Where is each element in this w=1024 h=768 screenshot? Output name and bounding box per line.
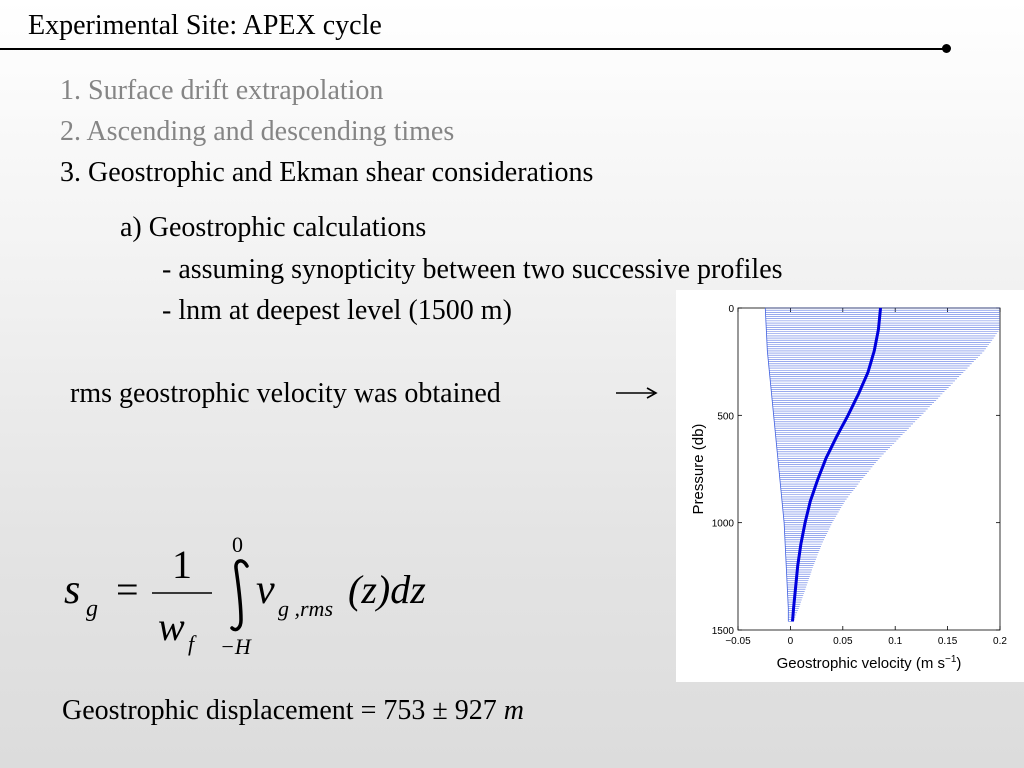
outline-item-2: 2. Ascending and descending times — [60, 116, 455, 147]
outline-item-3: 3. Geostrophic and Ekman shear considera… — [60, 157, 594, 188]
x-tick-label: 0.1 — [888, 636, 902, 647]
displacement-formula: s g = 1 w f 0 −H v g ,rms (z)dz — [64, 532, 426, 659]
formula-tail: (z)dz — [348, 567, 426, 612]
formula-upper-limit: 0 — [232, 532, 243, 557]
formula-integrand-subscript: g ,rms — [278, 596, 333, 621]
x-axis-label: Geostrophic velocity (m s−1) — [777, 654, 962, 672]
y-tick-label: 0 — [728, 304, 734, 315]
rms-velocity-text: rms geostrophic velocity was obtained — [70, 378, 501, 409]
outline-item-1: 1. Surface drift extrapolation — [60, 75, 384, 106]
left-envelope-line — [764, 307, 789, 622]
slide-title: Experimental Site: APEX cycle — [28, 10, 382, 41]
y-tick-label: 1000 — [712, 519, 735, 530]
formula-denominator-subscript: f — [188, 631, 197, 656]
x-tick-label: −0.05 — [725, 636, 751, 647]
mean-velocity-line — [791, 307, 883, 622]
formula-denominator: w — [158, 604, 185, 649]
x-tick-label: 0.2 — [993, 636, 1007, 647]
velocity-profile-chart: −0.05 0 0.05 0.1 0.15 0.2 0 500 1000 1500 Pressure… — [676, 290, 1024, 682]
right-arrow-icon — [616, 387, 658, 399]
displacement-result: Geostrophic displacement = 753 ± 927 m — [62, 694, 524, 728]
integral-sign — [230, 559, 249, 632]
x-tick-label: 0 — [788, 636, 794, 647]
displacement-text: Geostrophic displacement = 753 ± 927 — [62, 695, 504, 726]
formula-equals: = — [116, 567, 139, 612]
bullet-synopticity: - assuming synopticity between two succe… — [162, 254, 783, 285]
title-divider — [0, 48, 946, 50]
x-tick-label: 0.15 — [938, 636, 958, 647]
divider-endpoint-dot — [942, 44, 951, 53]
y-tick-label: 500 — [717, 411, 734, 422]
subheading-geostrophic-calculations: a) Geostrophic calculations — [120, 212, 427, 243]
formula-lhs-subscript: g — [86, 596, 98, 622]
y-tick-label: 1500 — [712, 626, 735, 637]
formula-lhs: s — [64, 567, 80, 613]
chart-svg: −0.05 0 0.05 0.1 0.15 0.2 0 500 1000 1500 Pressure… — [690, 304, 1007, 672]
formula-lower-limit: −H — [220, 634, 252, 659]
formula-numerator: 1 — [172, 542, 192, 587]
bullet-lnm: - lnm at deepest level (1500 m) — [162, 295, 512, 326]
x-tick-label: 0.05 — [833, 636, 853, 647]
displacement-unit: m — [503, 695, 524, 726]
y-axis-label: Pressure (db) — [690, 424, 707, 515]
formula-integrand: v — [256, 567, 275, 613]
